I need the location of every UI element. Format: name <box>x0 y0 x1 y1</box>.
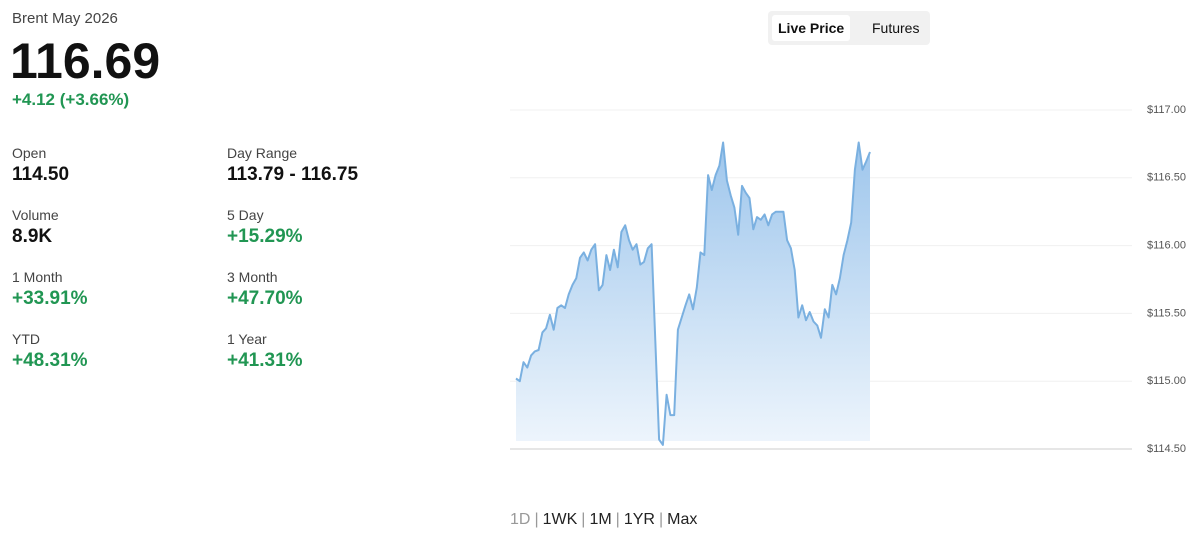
tab[interactable]: Live Price <box>772 15 851 41</box>
stat-label: Day Range <box>227 145 298 161</box>
range-separator: | <box>615 511 620 528</box>
price-change: +4.12 (+3.66%) <box>12 90 130 109</box>
stat-value: 113.79 - 116.75 <box>227 164 359 185</box>
range-selector: 1D | 1WK | 1M | 1YR | Max <box>510 511 701 529</box>
tab-bar: Live Price Futures <box>768 11 930 45</box>
price-line <box>515 141 871 446</box>
stat-label: Open <box>12 145 47 161</box>
stat-label: YTD <box>12 331 40 347</box>
range-button[interactable]: 1YR <box>623 511 655 528</box>
y-tick-label: $116.50 <box>1147 172 1186 184</box>
stat-label: 5 Day <box>227 207 264 223</box>
stat-label: 3 Month <box>227 269 278 285</box>
tab[interactable]: Futures <box>872 20 920 36</box>
stat-value: +47.70% <box>227 288 303 309</box>
y-tick-label: $117.00 <box>1147 104 1186 116</box>
range-button[interactable]: Max <box>667 511 698 528</box>
stat-value: 8.9K <box>12 226 53 247</box>
price-area <box>516 142 870 445</box>
y-tick-label: $115.00 <box>1147 375 1186 387</box>
range-separator: | <box>581 511 586 528</box>
stat-label: 1 Month <box>12 269 63 285</box>
stat-value: +33.91% <box>12 288 88 309</box>
instrument-title: Brent May 2026 <box>12 10 118 27</box>
y-tick-label: $115.50 <box>1147 307 1186 319</box>
y-tick-label: $116.00 <box>1147 240 1186 252</box>
stat-label: 1 Year <box>227 331 267 347</box>
stat-value: +48.31% <box>12 350 88 371</box>
price: 116.69 <box>10 33 161 89</box>
range-button[interactable]: 1M <box>589 511 612 528</box>
range-button[interactable]: 1WK <box>542 511 578 528</box>
stat-value: +15.29% <box>227 226 303 247</box>
stat-value: 114.50 <box>12 164 70 185</box>
stat-label: Volume <box>12 207 59 223</box>
range-button[interactable]: 1D <box>510 511 531 528</box>
range-separator: | <box>534 511 539 528</box>
stat-value: +41.31% <box>227 350 303 371</box>
range-separator: | <box>658 511 664 528</box>
y-tick-label: $114.50 <box>1147 443 1186 455</box>
